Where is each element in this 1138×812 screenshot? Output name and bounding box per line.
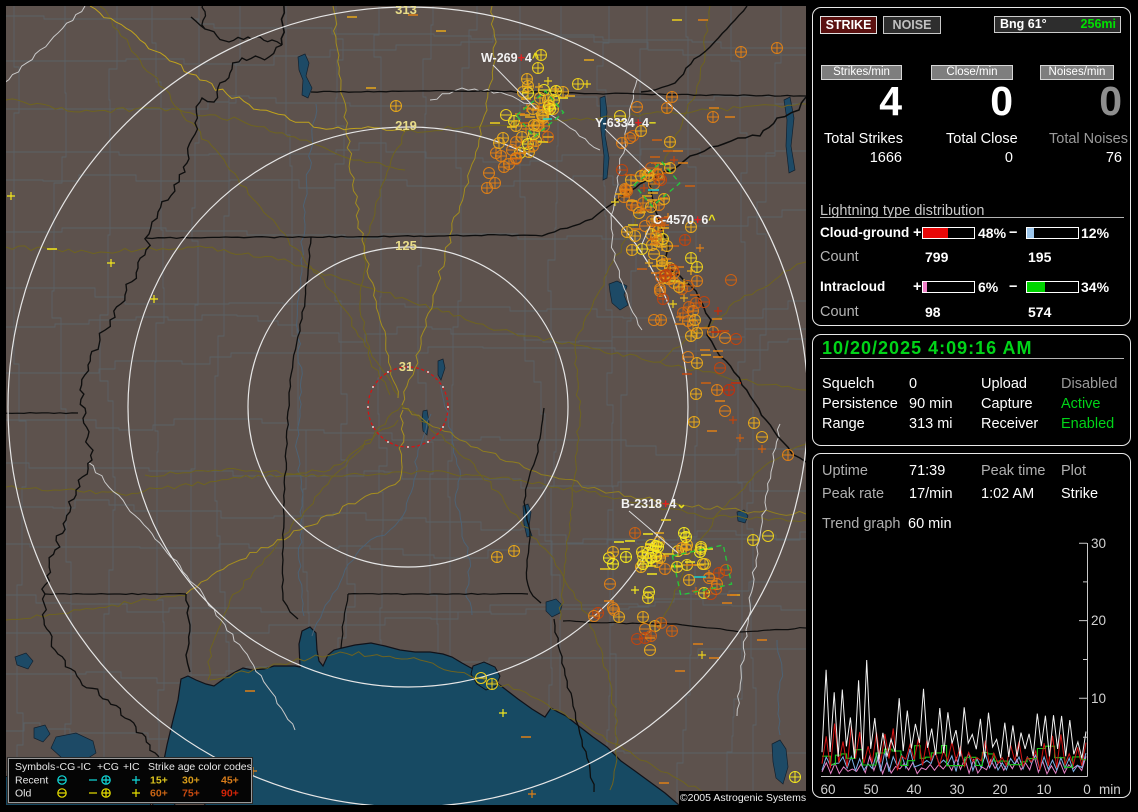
svg-text:313: 313 [395, 6, 417, 17]
svg-text:125: 125 [395, 238, 417, 253]
svg-text:15+: 15+ [150, 775, 168, 787]
svg-text:45+: 45+ [221, 775, 239, 787]
svg-text:B-2318+4⌄: B-2318+4⌄ [621, 497, 687, 511]
svg-text:+IC: +IC [123, 761, 140, 773]
svg-text:+CG: +CG [97, 761, 119, 773]
svg-text:20: 20 [1091, 613, 1106, 628]
svg-text:31: 31 [399, 359, 413, 374]
svg-text:219: 219 [395, 118, 417, 133]
svg-text:50: 50 [863, 782, 878, 797]
svg-text:min: min [1099, 782, 1121, 797]
svg-text:Symbols: Symbols [15, 761, 55, 773]
svg-text:Old: Old [15, 788, 32, 800]
svg-text:40: 40 [906, 782, 921, 797]
svg-text:Strike age color codes: Strike age color codes [148, 761, 251, 773]
svg-text:10: 10 [1036, 782, 1051, 797]
svg-text:20: 20 [992, 782, 1007, 797]
svg-text:30+: 30+ [182, 775, 200, 787]
svg-text:Recent: Recent [15, 775, 48, 787]
svg-text:-CG: -CG [56, 761, 75, 773]
svg-text:C-4570+6^: C-4570+6^ [653, 213, 716, 227]
svg-text:Y-6334+4−: Y-6334+4− [595, 116, 656, 130]
svg-text:30: 30 [1091, 536, 1106, 551]
svg-text:W-269+4^: W-269+4^ [481, 51, 540, 65]
svg-text:10: 10 [1091, 691, 1106, 706]
svg-text:-IC: -IC [77, 761, 91, 773]
svg-text:60+: 60+ [150, 788, 168, 800]
svg-text:75+: 75+ [182, 788, 200, 800]
svg-text:30: 30 [949, 782, 964, 797]
svg-text:60: 60 [820, 782, 835, 797]
svg-text:0: 0 [1083, 782, 1091, 797]
svg-text:90+: 90+ [221, 788, 239, 800]
